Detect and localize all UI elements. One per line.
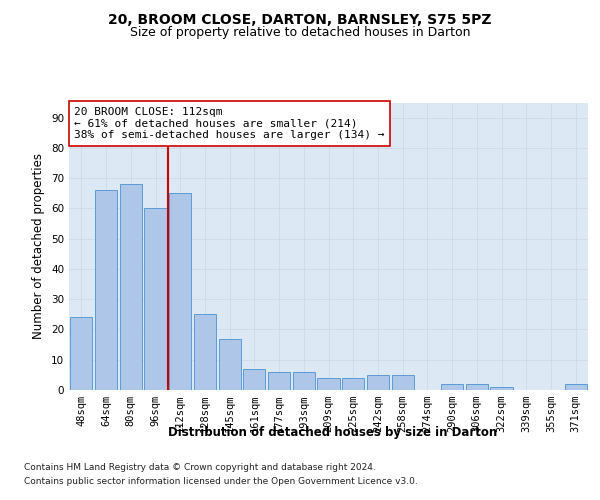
Bar (293, 372, 315, 390)
Bar (565, 384, 587, 390)
Bar (194, 314, 216, 390)
Bar (95, 190, 117, 390)
Bar (169, 194, 191, 390)
Bar (367, 375, 389, 390)
Text: Contains public sector information licensed under the Open Government Licence v3: Contains public sector information licen… (24, 477, 418, 486)
Bar (243, 369, 265, 390)
Text: 20 BROOM CLOSE: 112sqm
← 61% of detached houses are smaller (214)
38% of semi-de: 20 BROOM CLOSE: 112sqm ← 61% of detached… (74, 107, 385, 140)
Bar (441, 384, 463, 390)
Bar (342, 378, 364, 390)
Bar (392, 375, 414, 390)
Y-axis label: Number of detached properties: Number of detached properties (32, 153, 46, 340)
Bar (466, 384, 488, 390)
Text: 20, BROOM CLOSE, DARTON, BARNSLEY, S75 5PZ: 20, BROOM CLOSE, DARTON, BARNSLEY, S75 5… (108, 12, 492, 26)
Bar (317, 378, 340, 390)
Text: Distribution of detached houses by size in Darton: Distribution of detached houses by size … (169, 426, 497, 439)
Text: Size of property relative to detached houses in Darton: Size of property relative to detached ho… (130, 26, 470, 39)
Text: Contains HM Land Registry data © Crown copyright and database right 2024.: Contains HM Land Registry data © Crown c… (24, 464, 376, 472)
Bar (70, 318, 92, 390)
Bar (490, 387, 512, 390)
Bar (145, 208, 167, 390)
Bar (268, 372, 290, 390)
Bar (218, 338, 241, 390)
Bar (119, 184, 142, 390)
